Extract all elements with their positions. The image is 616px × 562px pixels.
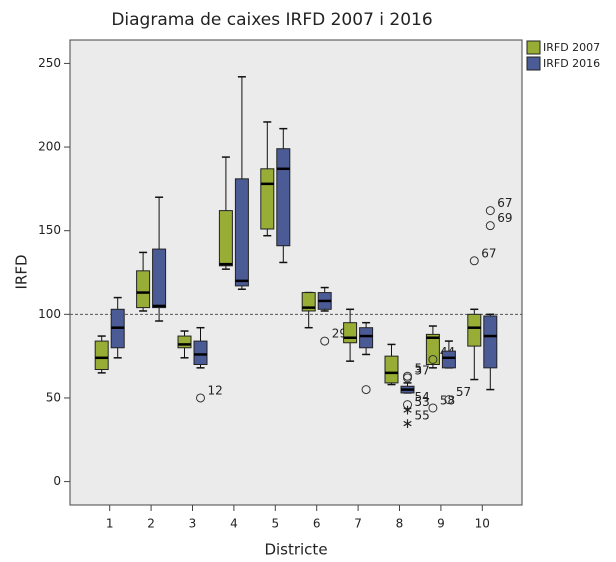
outlier <box>403 373 412 383</box>
outlier-label: 69 <box>497 211 512 225</box>
outlier <box>469 256 479 266</box>
outlier-label: 5 <box>415 362 423 376</box>
x-tick-label: 3 <box>189 517 197 531</box>
outlier <box>444 395 454 405</box>
outlier <box>320 336 330 346</box>
box <box>467 313 482 347</box>
x-tick-label: 4 <box>230 517 238 531</box>
x-axis-label: Districte <box>264 541 327 559</box>
y-axis-label: IRFD <box>13 254 31 289</box>
y-tick-label: 0 <box>53 474 61 488</box>
box <box>260 168 275 230</box>
y-tick-label: 150 <box>38 223 61 237</box>
outlier-label: 57 <box>456 385 471 399</box>
box <box>483 315 498 369</box>
x-tick-label: 7 <box>354 517 362 531</box>
outlier-star: ∗ <box>402 416 414 432</box>
chart-title: Diagrama de caixes IRFD 2007 i 2016 <box>111 10 432 30</box>
box <box>441 350 456 369</box>
x-tick-label: 10 <box>475 517 490 531</box>
x-tick-label: 2 <box>147 517 155 531</box>
y-tick-label: 250 <box>38 56 61 70</box>
outlier <box>428 354 438 364</box>
box <box>136 270 151 309</box>
box <box>384 355 399 384</box>
box <box>94 340 109 371</box>
outlier-label: 58 <box>440 393 455 407</box>
legend-swatch <box>526 56 541 71</box>
box <box>301 292 316 312</box>
legend-label: IRFD 2016 <box>543 57 600 70</box>
x-tick-label: 5 <box>271 517 279 531</box>
outlier-label: 55 <box>415 409 430 423</box>
outlier-label: 67 <box>497 196 512 210</box>
box <box>359 327 374 349</box>
box <box>276 148 291 247</box>
y-tick-label: 50 <box>46 390 61 404</box>
outlier <box>485 206 495 216</box>
x-tick-label: 6 <box>313 517 321 531</box>
y-tick-label: 100 <box>38 307 61 321</box>
legend-swatch <box>526 40 541 55</box>
legend-label: IRFD 2007 <box>543 41 600 54</box>
box <box>193 340 208 365</box>
outlier-label: 67 <box>481 246 496 260</box>
outlier-star: ∗ <box>402 403 414 419</box>
outlier <box>403 400 412 410</box>
outlier-label: 12 <box>208 383 223 397</box>
box <box>218 210 233 267</box>
outlier-label: 37 <box>415 363 430 377</box>
outlier <box>428 403 438 413</box>
outlier <box>361 385 371 395</box>
outlier-label: 54 <box>415 390 430 404</box>
outlier-label: 53 <box>415 395 430 409</box>
y-tick-label: 200 <box>38 140 61 154</box>
outlier <box>196 393 205 403</box>
x-tick-label: 1 <box>106 517 114 531</box>
x-tick-label: 9 <box>437 517 445 531</box>
box <box>234 178 249 287</box>
box <box>343 322 358 344</box>
box <box>177 335 192 349</box>
box <box>152 248 167 309</box>
x-tick-label: 8 <box>396 517 404 531</box>
outlier <box>485 221 495 231</box>
